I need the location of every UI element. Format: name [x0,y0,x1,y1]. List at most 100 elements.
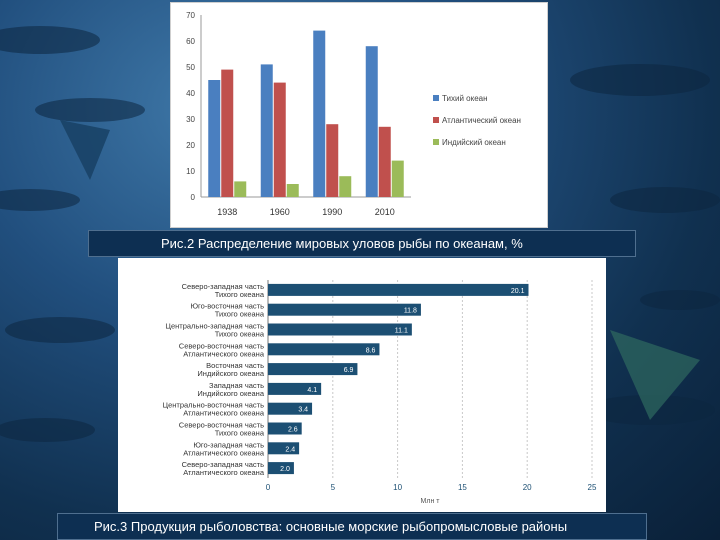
category-label-line: Тихого океана [215,429,265,438]
value-label: 2.6 [288,427,298,434]
category-label: Северо-восточная часть Тихого океана [179,421,265,438]
bar-pacific [208,80,221,197]
category-label-line: Тихого океана [215,290,265,299]
bar-indian [234,181,247,197]
category-label-line: Индийского океана [197,369,264,378]
bar [268,363,358,376]
x-tick-label: 25 [588,483,597,492]
legend-swatch [433,117,439,123]
y-tick-label: 20 [186,141,195,150]
fish-silhouette [0,418,95,442]
fish-fin [610,330,700,420]
bar [268,422,302,435]
x-tick-label: 15 [458,483,467,492]
value-label: 4.1 [307,387,317,394]
bar-atlantic [326,124,339,197]
legend-swatch [433,95,439,101]
x-tick-label: 1938 [217,207,237,217]
y-tick-label: 40 [186,89,195,98]
category-label-line: Индийского океана [197,389,264,398]
category-label-line: Юго-западная часть [193,440,264,449]
value-label: 2.4 [285,446,295,453]
y-tick-label: 70 [186,11,195,20]
category-label-line: Восточная часть [206,361,264,370]
bar [268,323,412,336]
bar [268,402,313,415]
category-label-line: Северо-западная часть [182,282,264,291]
category-label: Северо-западная часть Тихого океана [182,282,265,299]
chart-fishing-areas: 0 5 10 15 20 25 Млн т 20.1 Северо-западная часть… [118,258,606,512]
bar [268,283,529,296]
bar-indian [286,184,299,197]
bar [268,343,380,356]
category-label: Центрально-восточная часть Атлантического… [163,401,265,418]
x-tick-label: 2010 [375,207,395,217]
value-label: 6.9 [344,367,354,374]
value-label: 20.1 [511,288,525,295]
bar-atlantic [221,69,234,197]
category-label-line: Тихого океана [215,310,265,319]
fish-silhouette [0,189,80,211]
category-label: Центрально-западная часть Тихого океана [165,322,264,339]
category-label: Юго-восточная часть Тихого океана [190,302,264,319]
x-axis-title: Млн т [421,498,441,505]
legend-label: Индийский океан [442,138,506,147]
x-tick-label: 20 [523,483,532,492]
bar-pacific [365,46,378,198]
fish-silhouette [570,64,710,96]
x-tick-label: 0 [266,483,271,492]
bar-pacific [313,30,326,197]
y-tick-label: 50 [186,63,195,72]
category-label: Северо-восточная часть Атлантического оке… [179,341,265,358]
fish-fin [60,120,110,180]
y-tick-label: 30 [186,115,195,124]
x-tick-label: 10 [393,483,402,492]
category-label-line: Западная часть [209,381,264,390]
bar [268,462,294,475]
legend-label: Тихий океан [442,94,488,103]
fish-silhouette [5,317,115,343]
category-label: Северо-западная часть Атлантического океа… [182,460,265,477]
chart-catch-by-ocean: 0 10 20 30 40 50 60 70 1938 1960 1990 2010 Тихий оке… [170,2,548,228]
bar-pacific [260,64,273,198]
category-label-line: Атлантического океана [183,468,265,477]
bar [268,442,300,455]
category-label-line: Тихого океана [215,330,265,339]
category-label: Восточная часть Индийского океана [197,361,264,378]
y-tick-label: 0 [191,193,196,202]
bar-atlantic [273,82,286,197]
bar-indian [339,176,352,197]
value-label: 2.0 [280,466,290,473]
fish-silhouette [610,187,720,213]
x-tick-label: 5 [331,483,336,492]
category-label: Юго-западная часть Атлантического океана [183,440,265,457]
y-tick-label: 10 [186,167,195,176]
category-label-line: Северо-западная часть [182,460,264,469]
figure-caption-3: Рис.3 Продукция рыболовства: основные мо… [57,513,647,540]
bar-indian [391,160,404,197]
category-label-line: Северо-восточная часть [179,341,264,350]
category-label-line: Юго-восточная часть [190,302,264,311]
category-label-line: Атлантического океана [183,349,265,358]
category-label-line: Атлантического океана [183,448,265,457]
legend-label: Атлантический океан [442,116,521,125]
value-label: 8.6 [366,347,376,354]
bar-atlantic [378,126,391,197]
category-label: Западная часть Индийского океана [197,381,264,398]
category-label-line: Центрально-западная часть [165,322,264,331]
fish-silhouette [35,98,145,122]
bar [268,303,421,316]
category-label-line: Северо-восточная часть [179,421,264,430]
fish-silhouette [640,290,720,310]
legend-swatch [433,139,439,145]
bar [268,382,322,395]
category-label-line: Атлантического океана [183,409,265,418]
value-label: 11.8 [404,308,417,315]
fish-silhouette [0,26,100,54]
figure-caption-2: Рис.2 Распределение мировых уловов рыбы … [88,230,636,257]
x-tick-label: 1960 [270,207,290,217]
category-label-line: Центрально-восточная часть [163,401,265,410]
y-tick-label: 60 [186,37,195,46]
value-label: 3.4 [298,407,308,414]
